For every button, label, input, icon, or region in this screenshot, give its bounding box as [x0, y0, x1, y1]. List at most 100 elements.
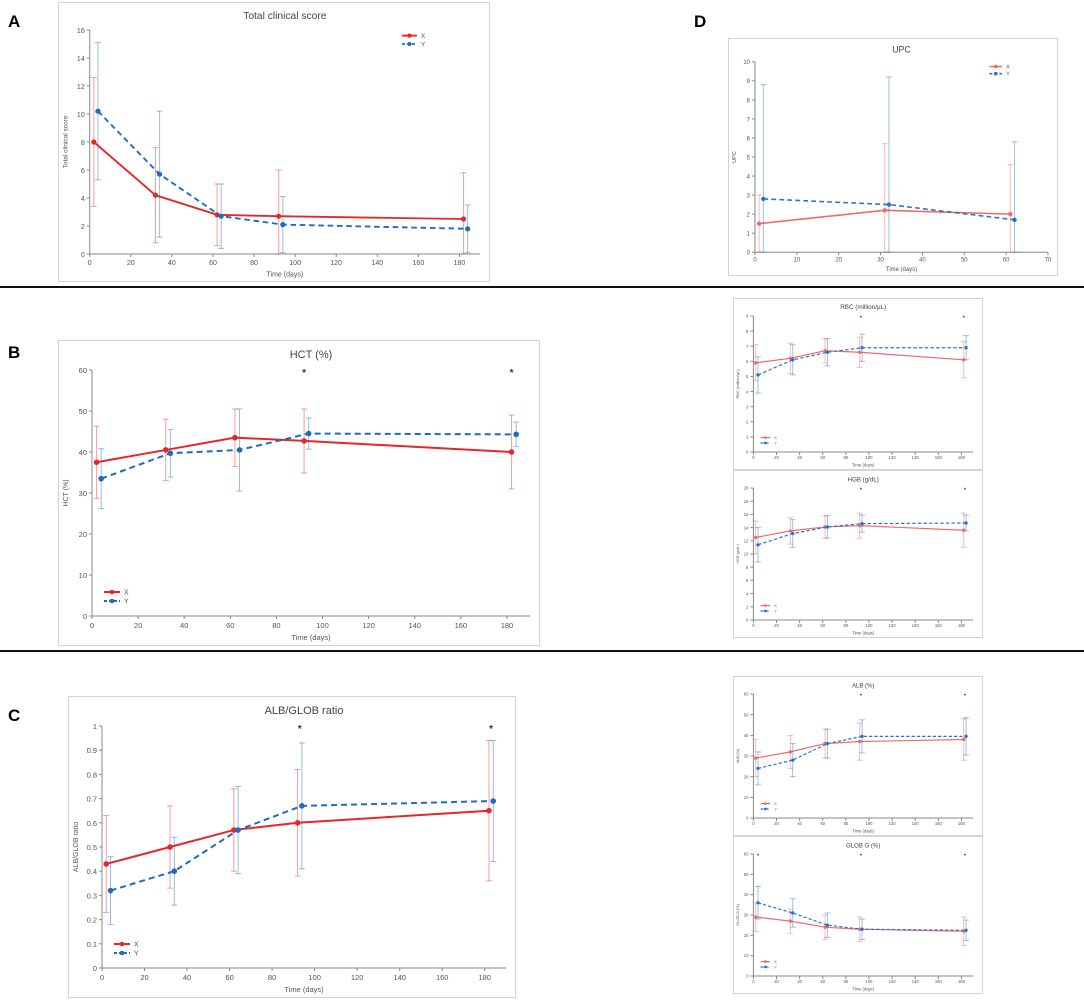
legend-label-d-glob-x: X [774, 960, 777, 964]
x-tick-label-c: 160 [436, 973, 449, 982]
y-tick-label-d-upc: 0 [747, 251, 751, 257]
series-line-d-alb-y [757, 735, 967, 769]
legend-marker-d-glob-x [764, 960, 767, 963]
x-tick-label-a: 80 [250, 260, 258, 267]
y-tick-label-d-hgb: 18 [744, 499, 749, 504]
data-point-c-y [171, 868, 178, 874]
x-tick-label-c: 100 [308, 973, 321, 982]
x-axis-label-d-alb: Time (days) [852, 828, 874, 833]
x-tick-label-d-rbc: 160 [935, 455, 943, 460]
significance-marker-d-alb: * [860, 694, 863, 700]
y-tick-label-b: 10 [79, 571, 87, 580]
x-tick-label-a: 0 [88, 260, 92, 267]
chart-rbc: RBC (million/μL) 0 1 2 3 4 5 6 7 8 9 0 20 40 60 80 100 12… [733, 298, 983, 470]
legend-label-d-rbc-y: Y [774, 441, 777, 446]
y-tick-label-d-hgb: 10 [744, 552, 749, 557]
x-tick-label-d-hgb: 120 [889, 623, 897, 628]
data-point-c-x [103, 861, 110, 867]
x-tick-label-d-glob: 180 [958, 979, 966, 984]
y-axis-label-d-upc: UPC [732, 151, 738, 163]
x-axis-label-d-rbc: Time (days) [852, 462, 875, 467]
legend-label-a-y: Y [421, 41, 426, 48]
data-point-a-x [91, 139, 97, 145]
data-point-a-y [465, 226, 471, 232]
y-axis-label-d-hgb: HGB (g/dL) [735, 543, 740, 563]
x-tick-label-d-upc: 30 [877, 258, 884, 264]
x-tick-label-d-hgb: 140 [912, 623, 920, 628]
x-tick-label-d-hgb: 0 [752, 623, 755, 628]
data-point-d-rbc-x [858, 350, 862, 354]
y-tick-label-d-hgb: 16 [744, 512, 749, 517]
y-tick-label-d-upc: 7 [747, 117, 750, 123]
y-tick-label-d-upc: 5 [747, 155, 751, 161]
x-tick-label-d-upc: 20 [835, 258, 842, 264]
y-tick-label-d-upc: 6 [747, 136, 751, 142]
data-point-d-hgb-y [860, 521, 864, 526]
y-tick-label-d-hgb: 4 [746, 591, 749, 596]
data-point-d-hgb-x [788, 529, 793, 533]
chart-glob: GLOB G (%) 0 10 20 30 40 50 60 0 20 40 60 80 100 120 14… [733, 836, 983, 994]
data-point-d-alb-x [962, 737, 966, 742]
significance-marker-d-glob: * [964, 854, 967, 860]
y-tick-label-c: 0 [93, 964, 97, 973]
x-tick-label-d-glob: 80 [844, 979, 849, 984]
y-tick-label-d-glob: 0 [746, 974, 749, 979]
data-point-c-y [235, 827, 241, 833]
x-axis-label-d-upc: Time (days) [886, 267, 917, 273]
y-tick-label-c: 0.3 [87, 891, 97, 900]
y-tick-label-d-alb: 40 [744, 733, 749, 738]
y-tick-label-d-rbc: 3 [746, 404, 749, 409]
legend-label-d-hgb-y: Y [774, 609, 777, 614]
legend-label-d-hgb-x: X [774, 603, 777, 608]
x-tick-label-d-hgb: 100 [865, 623, 873, 628]
legend-marker-d-upc-x [993, 64, 998, 69]
y-axis-label-d-glob: GLOB G (%) [736, 903, 740, 926]
series-line-d-glob-y [757, 902, 967, 931]
data-point-d-upc-y [886, 202, 892, 207]
data-point-c-x [294, 820, 301, 826]
data-point-b-x [301, 438, 307, 444]
series-line-d-rbc-y [757, 347, 967, 376]
legend-marker-a-x [407, 33, 412, 38]
data-point-c-x [231, 827, 237, 833]
x-tick-label-d-upc: 60 [1003, 258, 1010, 264]
x-tick-label-a: 120 [330, 260, 342, 267]
data-point-d-glob-x [788, 919, 793, 923]
legend-marker-d-alb-x [764, 802, 767, 805]
y-axis-label-d-rbc: RBC (million/μL) [735, 369, 740, 399]
y-tick-label-d-upc: 9 [747, 79, 751, 85]
x-axis-label-b: Time (days) [291, 633, 331, 642]
x-tick-label-d-alb: 80 [844, 821, 849, 826]
x-tick-label-c: 0 [100, 973, 104, 982]
x-tick-label-d-alb: 20 [774, 821, 779, 826]
data-point-d-hgb-x [858, 523, 862, 528]
legend-marker-b-x [109, 589, 115, 595]
y-tick-label-d-glob: 50 [744, 872, 749, 877]
y-tick-label-d-alb: 20 [744, 774, 749, 779]
significance-marker-b: * [302, 368, 306, 379]
y-tick-label-d-rbc: 0 [746, 450, 749, 455]
legend-label-a-x: X [421, 33, 426, 40]
legend-label-d-alb-y: Y [774, 808, 777, 812]
x-tick-label-b: 80 [272, 621, 280, 630]
chart-frame-a [58, 2, 490, 282]
chart-frame-c [68, 696, 516, 998]
data-point-d-upc-y [761, 196, 766, 202]
significance-marker-d-rbc: * [963, 316, 966, 322]
chart-upc: UPC 0 1 2 3 4 5 6 7 8 9 10 0 10 20 30 40 50 60 70 Time (days… [728, 38, 1058, 276]
data-point-b-x [508, 449, 515, 455]
x-tick-label-b: 180 [501, 621, 514, 630]
x-tick-label-d-alb: 0 [752, 821, 755, 826]
y-tick-label-a: 12 [77, 84, 85, 91]
panel-label-c: C [8, 706, 21, 725]
legend-label-c-x: X [134, 942, 139, 949]
data-point-c-x [486, 807, 492, 814]
significance-marker-d-alb: * [964, 694, 967, 700]
legend-label-c-y: Y [134, 951, 139, 958]
x-tick-label-b: 140 [408, 621, 421, 630]
x-tick-label-c: 120 [351, 973, 364, 982]
data-point-d-hgb-y [791, 531, 795, 536]
x-tick-label-b: 160 [455, 621, 468, 630]
chart-frame-b [58, 340, 540, 646]
data-point-d-glob-y [791, 911, 795, 915]
